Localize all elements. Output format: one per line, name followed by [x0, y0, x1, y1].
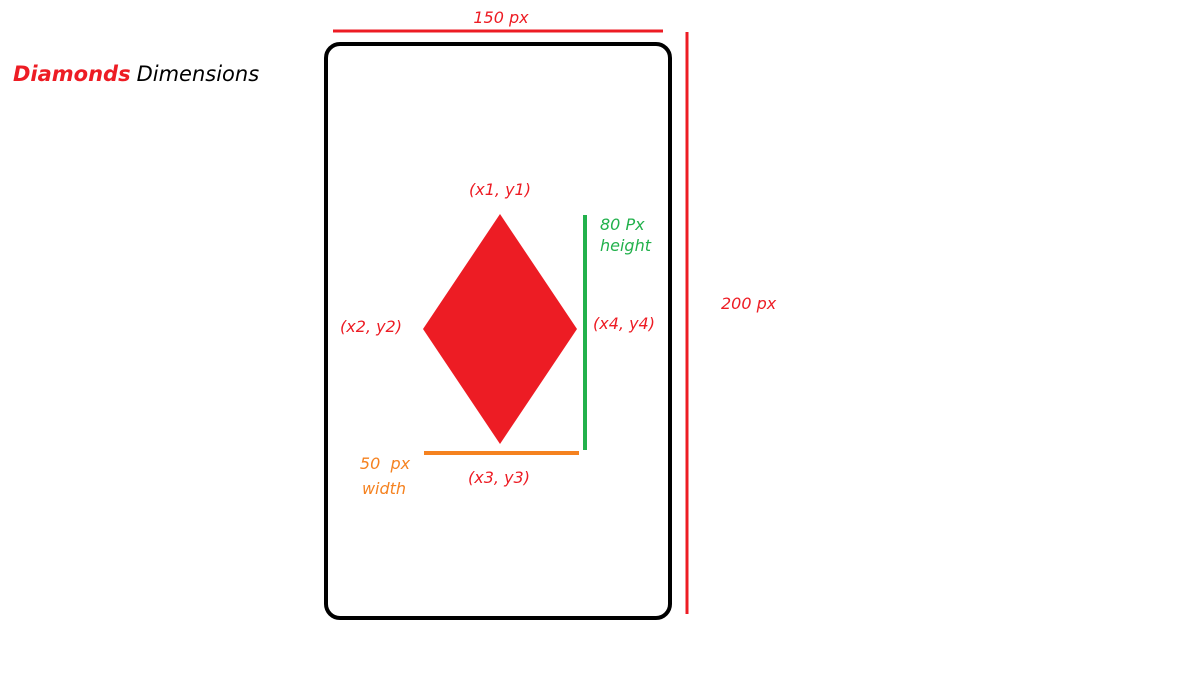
shape-width-label-line2: width — [362, 479, 406, 498]
card-outline — [324, 42, 672, 620]
title-rest: Dimensions — [136, 62, 260, 86]
vertex-label-top: (x1, y1) — [469, 180, 531, 199]
vertex-label-left: (x2, y2) — [340, 317, 402, 336]
vertex-label-right: (x4, y4) — [593, 314, 655, 333]
diamond-suit-shape — [423, 214, 577, 444]
card-width-label: 150 px — [473, 8, 529, 27]
diagram-title: Diamonds Dimensions — [13, 62, 259, 86]
shape-width-label-line1: 50 px — [360, 454, 411, 473]
shape-height-label-line2: height — [600, 236, 652, 255]
title-accent: Diamonds — [13, 62, 131, 86]
card-height-label: 200 px — [721, 294, 777, 313]
shape-height-label-line1: 80 Px — [600, 215, 645, 234]
vertex-label-bottom: (x3, y3) — [468, 468, 530, 487]
